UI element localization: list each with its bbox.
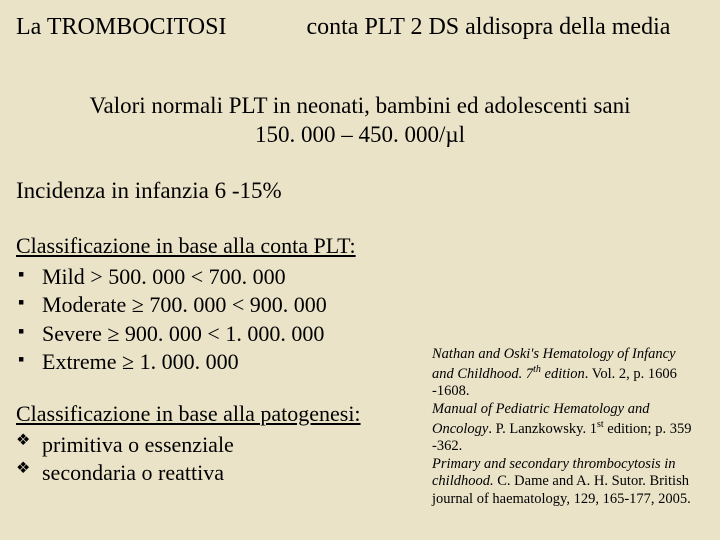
severity-range: > 500. 000 < 700. 000 <box>85 264 286 289</box>
severity-range: ≥ 900. 000 < 1. 000. 000 <box>102 321 324 346</box>
normal-values-line1: Valori normali PLT in neonati, bambini e… <box>0 92 720 121</box>
classification-pathogenesis: Classificazione in base alla patogenesi:… <box>16 400 361 488</box>
ref-text: . P. Lanzkowsky. 1 <box>488 420 597 436</box>
list-item: primitiva o essenziale <box>16 431 361 460</box>
classification-pathogenesis-list: primitiva o essenziale secondaria o reat… <box>16 431 361 488</box>
ref-ordinal: th <box>533 364 541 375</box>
list-item: Mild > 500. 000 < 700. 000 <box>16 263 356 292</box>
normal-values-block: Valori normali PLT in neonati, bambini e… <box>0 92 720 150</box>
slide-header: La TROMBOCITOSI conta PLT 2 DS aldisopra… <box>16 14 704 41</box>
list-item: Severe ≥ 900. 000 < 1. 000. 000 <box>16 320 356 349</box>
header-left: La TROMBOCITOSI <box>16 14 226 41</box>
slide: La TROMBOCITOSI conta PLT 2 DS aldisopra… <box>0 0 720 540</box>
pathogenesis-item: secondaria o reattiva <box>42 460 224 485</box>
ref-text: . 7 <box>519 366 534 382</box>
normal-values-line2: 150. 000 – 450. 000/µl <box>0 121 720 150</box>
classification-plt: Classificazione in base alla conta PLT: … <box>16 232 356 377</box>
list-item: Moderate ≥ 700. 000 < 900. 000 <box>16 291 356 320</box>
references-block: Nathan and Oski's Hematology of Infancy … <box>432 346 696 509</box>
severity-range: ≥ 700. 000 < 900. 000 <box>126 292 326 317</box>
list-item: Extreme ≥ 1. 000. 000 <box>16 348 356 377</box>
severity-label: Extreme <box>42 349 117 374</box>
list-item: secondaria o reattiva <box>16 459 361 488</box>
classification-plt-title: Classificazione in base alla conta PLT: <box>16 232 356 261</box>
severity-label: Mild <box>42 264 85 289</box>
classification-plt-list: Mild > 500. 000 < 700. 000 Moderate ≥ 70… <box>16 263 356 377</box>
severity-label: Moderate <box>42 292 126 317</box>
incidence-text: Incidenza in infanzia 6 -15% <box>16 178 282 204</box>
pathogenesis-item: primitiva o essenziale <box>42 432 234 457</box>
severity-range: ≥ 1. 000. 000 <box>117 349 239 374</box>
header-right: conta PLT 2 DS aldisopra della media <box>306 14 670 41</box>
ref-text: edition <box>541 366 585 382</box>
severity-label: Severe <box>42 321 102 346</box>
ref-ordinal: st <box>597 419 604 430</box>
classification-pathogenesis-title: Classificazione in base alla patogenesi: <box>16 400 361 429</box>
